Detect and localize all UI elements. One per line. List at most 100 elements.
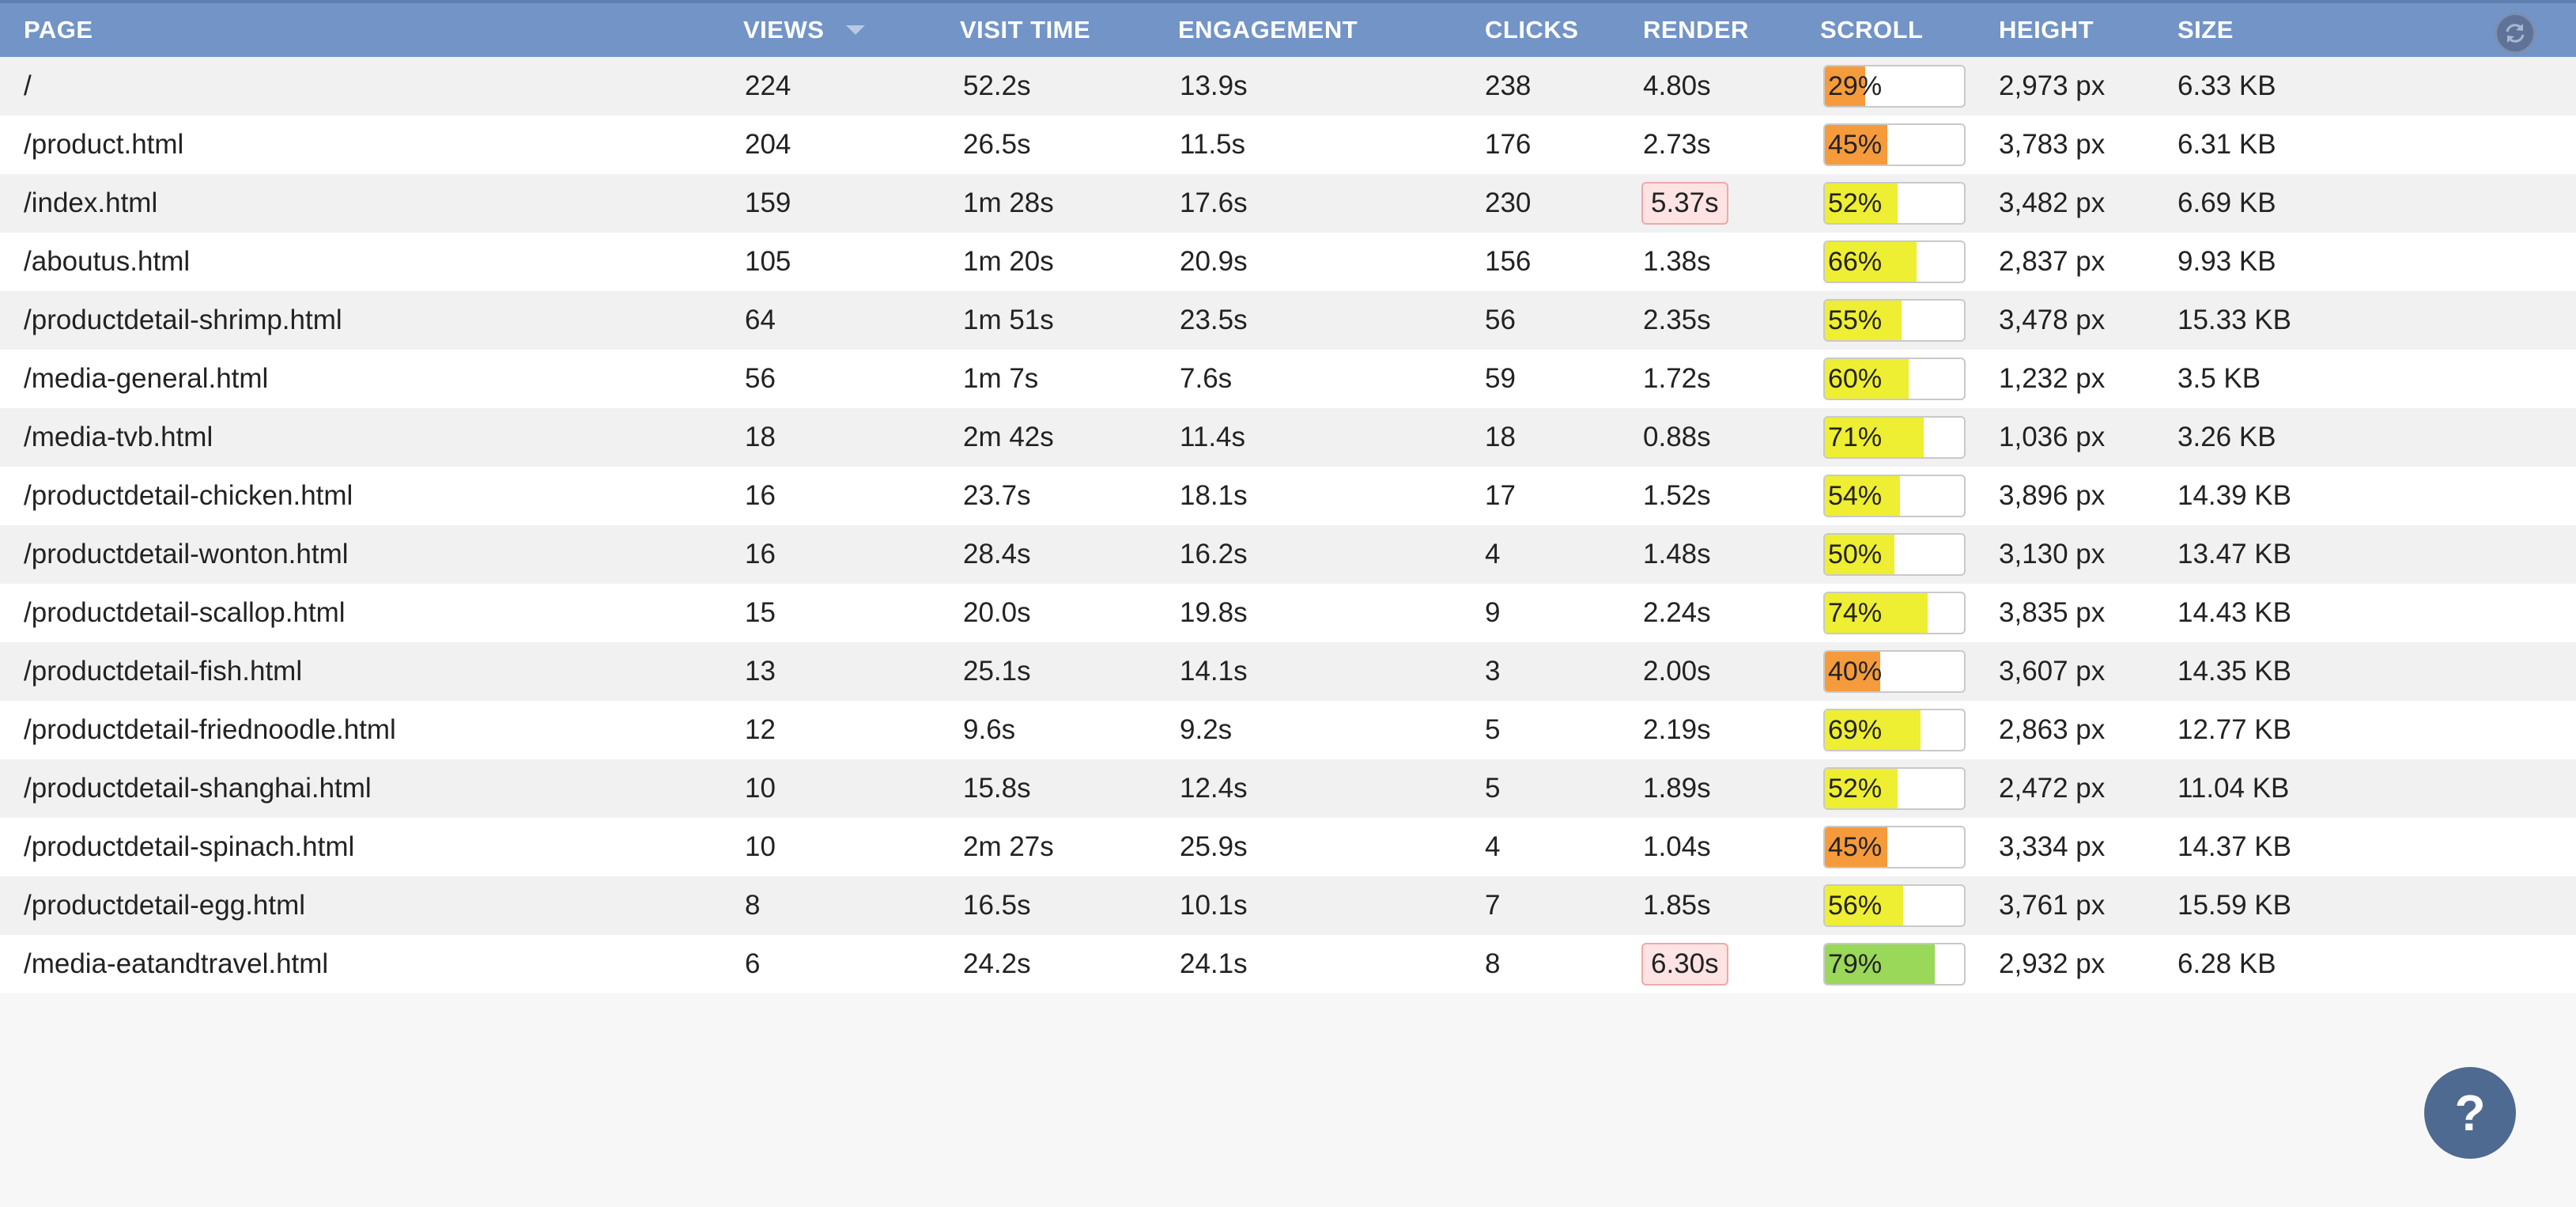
page-cell[interactable]: /productdetail-friednoodle.html	[24, 714, 396, 745]
engagement-cell: 9.2s	[1180, 714, 1233, 745]
help-button[interactable]: ?	[2424, 1067, 2516, 1159]
views-cell: 15	[745, 597, 776, 628]
table-row[interactable]: /productdetail-scallop.html 15 20.0s 19.8s 9…	[0, 584, 2576, 642]
height-cell: 2,837 px	[1999, 246, 2106, 277]
scroll-depth-bar: 71%	[1823, 416, 1966, 459]
visit-time-cell: 9.6s	[963, 714, 1016, 745]
pages-table: PAGE VIEWS VISIT TIME ENGAGEMENT CLICKS …	[0, 0, 2576, 993]
sort-desc-icon[interactable]	[846, 25, 866, 35]
header-visit-time[interactable]: VISIT TIME	[960, 16, 1091, 44]
visit-time-cell: 1m 28s	[963, 187, 1054, 218]
header-height[interactable]: HEIGHT	[1999, 16, 2094, 44]
scroll-depth-bar: 79%	[1823, 943, 1966, 986]
size-cell: 6.33 KB	[2178, 70, 2276, 101]
scroll-depth-label: 52%	[1828, 188, 1883, 218]
size-cell: 11.04 KB	[2178, 773, 2290, 804]
refresh-icon[interactable]	[2495, 13, 2536, 54]
page-cell[interactable]: /productdetail-spinach.html	[24, 831, 355, 862]
views-cell: 13	[745, 656, 776, 687]
page-cell[interactable]: /media-tvb.html	[24, 422, 213, 452]
height-cell: 2,973 px	[1999, 70, 2106, 101]
clicks-cell: 156	[1485, 246, 1532, 277]
engagement-cell: 19.8s	[1180, 597, 1248, 628]
page-cell[interactable]: /productdetail-wonton.html	[24, 539, 349, 569]
scroll-depth-label: 69%	[1828, 715, 1883, 745]
table-row[interactable]: /productdetail-egg.html 8 16.5s 10.1s 7 1.85s…	[0, 876, 2576, 935]
table-row[interactable]: /index.html 159 1m 28s 17.6s 230 5.37s 52% 3,48…	[0, 174, 2576, 233]
render-value: 2.35s	[1643, 305, 1711, 335]
clicks-cell: 17	[1485, 480, 1516, 511]
page-cell[interactable]: /	[24, 70, 32, 101]
header-clicks[interactable]: CLICKS	[1485, 16, 1579, 44]
table-row[interactable]: / 224 52.2s 13.9s 238 4.80s 29% 2,973 px 6.33 KB	[0, 57, 2576, 115]
visit-time-cell: 1m 20s	[963, 246, 1054, 277]
page-cell[interactable]: /aboutus.html	[24, 246, 191, 277]
clicks-cell: 5	[1485, 773, 1501, 804]
table-row[interactable]: /productdetail-chicken.html 16 23.7s 18.1s 1…	[0, 467, 2576, 525]
header-render[interactable]: RENDER	[1643, 16, 1749, 44]
header-size[interactable]: SIZE	[2178, 16, 2234, 44]
scroll-depth-label: 29%	[1828, 71, 1883, 101]
page-cell[interactable]: /productdetail-chicken.html	[24, 480, 353, 511]
table-row[interactable]: /productdetail-friednoodle.html 12 9.6s 9.2…	[0, 701, 2576, 759]
render-value: 1.89s	[1643, 773, 1711, 804]
visit-time-cell: 20.0s	[963, 597, 1031, 628]
page-cell[interactable]: /productdetail-fish.html	[24, 656, 303, 687]
views-cell: 64	[745, 305, 776, 335]
table-row[interactable]: /productdetail-spinach.html 10 2m 27s 25.9s…	[0, 818, 2576, 876]
render-cell: 1.89s	[1643, 759, 1711, 818]
visit-time-cell: 1m 7s	[963, 363, 1039, 394]
table-row[interactable]: /productdetail-fish.html 13 25.1s 14.1s 3 2.0…	[0, 642, 2576, 701]
height-cell: 3,334 px	[1999, 831, 2106, 862]
header-engagement[interactable]: ENGAGEMENT	[1178, 16, 1358, 44]
render-value: 1.38s	[1643, 246, 1711, 277]
render-cell: 2.24s	[1643, 584, 1711, 642]
table-row[interactable]: /productdetail-shanghai.html 10 15.8s 12.4s…	[0, 759, 2576, 818]
header-page[interactable]: PAGE	[24, 16, 93, 44]
engagement-cell: 12.4s	[1180, 773, 1248, 804]
table-body: / 224 52.2s 13.9s 238 4.80s 29% 2,973 px 6.33 KB…	[0, 57, 2576, 993]
render-cell: 0.88s	[1643, 408, 1711, 467]
render-value: 1.04s	[1643, 831, 1711, 862]
table-row[interactable]: /product.html 204 26.5s 11.5s 176 2.73s 45% 3,7…	[0, 115, 2576, 174]
clicks-cell: 4	[1485, 831, 1501, 862]
scroll-depth-bar: 45%	[1823, 123, 1966, 166]
header-views-label: VIEWS	[743, 16, 825, 44]
render-cell: 1.04s	[1643, 818, 1711, 876]
table-row[interactable]: /aboutus.html 105 1m 20s 20.9s 156 1.38s 66% 2,…	[0, 233, 2576, 291]
scroll-depth-label: 52%	[1828, 774, 1883, 804]
clicks-cell: 3	[1485, 656, 1501, 687]
page-cell[interactable]: /productdetail-shanghai.html	[24, 773, 372, 804]
header-scroll[interactable]: SCROLL	[1820, 16, 1924, 44]
page-cell[interactable]: /media-general.html	[24, 363, 269, 394]
clicks-cell: 7	[1485, 890, 1501, 921]
table-row[interactable]: /media-eatandtravel.html 6 24.2s 24.1s 8 6.30…	[0, 935, 2576, 993]
views-cell: 16	[745, 539, 776, 569]
page-cell[interactable]: /index.html	[24, 187, 158, 218]
table-row[interactable]: /media-general.html 56 1m 7s 7.6s 59 1.72s 60%…	[0, 350, 2576, 408]
table-row[interactable]: /media-tvb.html 18 2m 42s 11.4s 18 0.88s 71% 1,…	[0, 408, 2576, 467]
page-cell[interactable]: /productdetail-egg.html	[24, 890, 306, 921]
scroll-depth-fill	[1825, 593, 1928, 633]
height-cell: 3,607 px	[1999, 656, 2106, 687]
size-cell: 15.33 KB	[2178, 305, 2291, 335]
render-value: 1.85s	[1643, 890, 1711, 921]
scroll-depth-bar: 40%	[1823, 650, 1966, 693]
clicks-cell: 59	[1485, 363, 1516, 394]
page-cell[interactable]: /product.html	[24, 129, 184, 160]
table-row[interactable]: /productdetail-shrimp.html 64 1m 51s 23.5s 5…	[0, 291, 2576, 350]
clicks-cell: 176	[1485, 129, 1532, 160]
page-cell[interactable]: /media-eatandtravel.html	[24, 948, 329, 979]
page-cell[interactable]: /productdetail-shrimp.html	[24, 305, 342, 335]
render-warning-badge: 5.37s	[1641, 182, 1728, 225]
render-value: 2.24s	[1643, 597, 1711, 628]
table-row[interactable]: /productdetail-wonton.html 16 28.4s 16.2s 4 1…	[0, 525, 2576, 584]
header-views[interactable]: VIEWS	[743, 3, 866, 57]
views-cell: 10	[745, 831, 776, 862]
page-cell[interactable]: /productdetail-scallop.html	[24, 597, 346, 628]
render-value: 2.19s	[1643, 714, 1711, 745]
views-cell: 105	[745, 246, 791, 277]
render-cell: 6.30s	[1641, 935, 1728, 993]
size-cell: 14.37 KB	[2178, 831, 2291, 862]
views-cell: 159	[745, 187, 791, 218]
